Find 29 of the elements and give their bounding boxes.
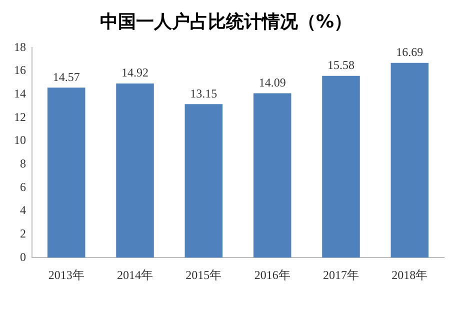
y-tick-label: 2 — [20, 226, 26, 240]
x-tick-label: 2013年 — [48, 268, 84, 282]
x-tick-label: 2015年 — [186, 268, 222, 282]
y-tick-label: 18 — [14, 40, 26, 54]
x-tick-label: 2014年 — [117, 268, 153, 282]
y-tick-label: 4 — [20, 203, 26, 218]
chart-title: 中国一人户占比统计情况（%） — [100, 11, 352, 32]
data-label: 14.57 — [52, 70, 80, 84]
bar — [184, 104, 223, 258]
bar — [390, 62, 429, 258]
data-label: 13.15 — [190, 86, 218, 100]
y-tick-label: 10 — [14, 133, 26, 148]
data-label: 15.58 — [328, 58, 354, 72]
bar — [47, 88, 86, 258]
bar — [253, 93, 292, 258]
y-tick-label: 6 — [20, 180, 26, 194]
y-tick-label: 12 — [14, 110, 26, 124]
data-label: 14.09 — [258, 75, 286, 90]
x-tick-label: 2018年 — [392, 268, 428, 282]
data-label: 14.92 — [122, 66, 148, 80]
y-tick-label: 8 — [20, 156, 26, 170]
y-tick-label: 14 — [14, 86, 26, 100]
x-tick-label: 2017年 — [323, 268, 359, 282]
bar — [116, 84, 154, 258]
x-tick-label: 2016年 — [254, 268, 290, 282]
bar — [322, 76, 360, 258]
y-tick-label: 0 — [20, 250, 26, 264]
data-label: 16.69 — [396, 45, 424, 60]
y-tick-label: 16 — [14, 63, 26, 78]
